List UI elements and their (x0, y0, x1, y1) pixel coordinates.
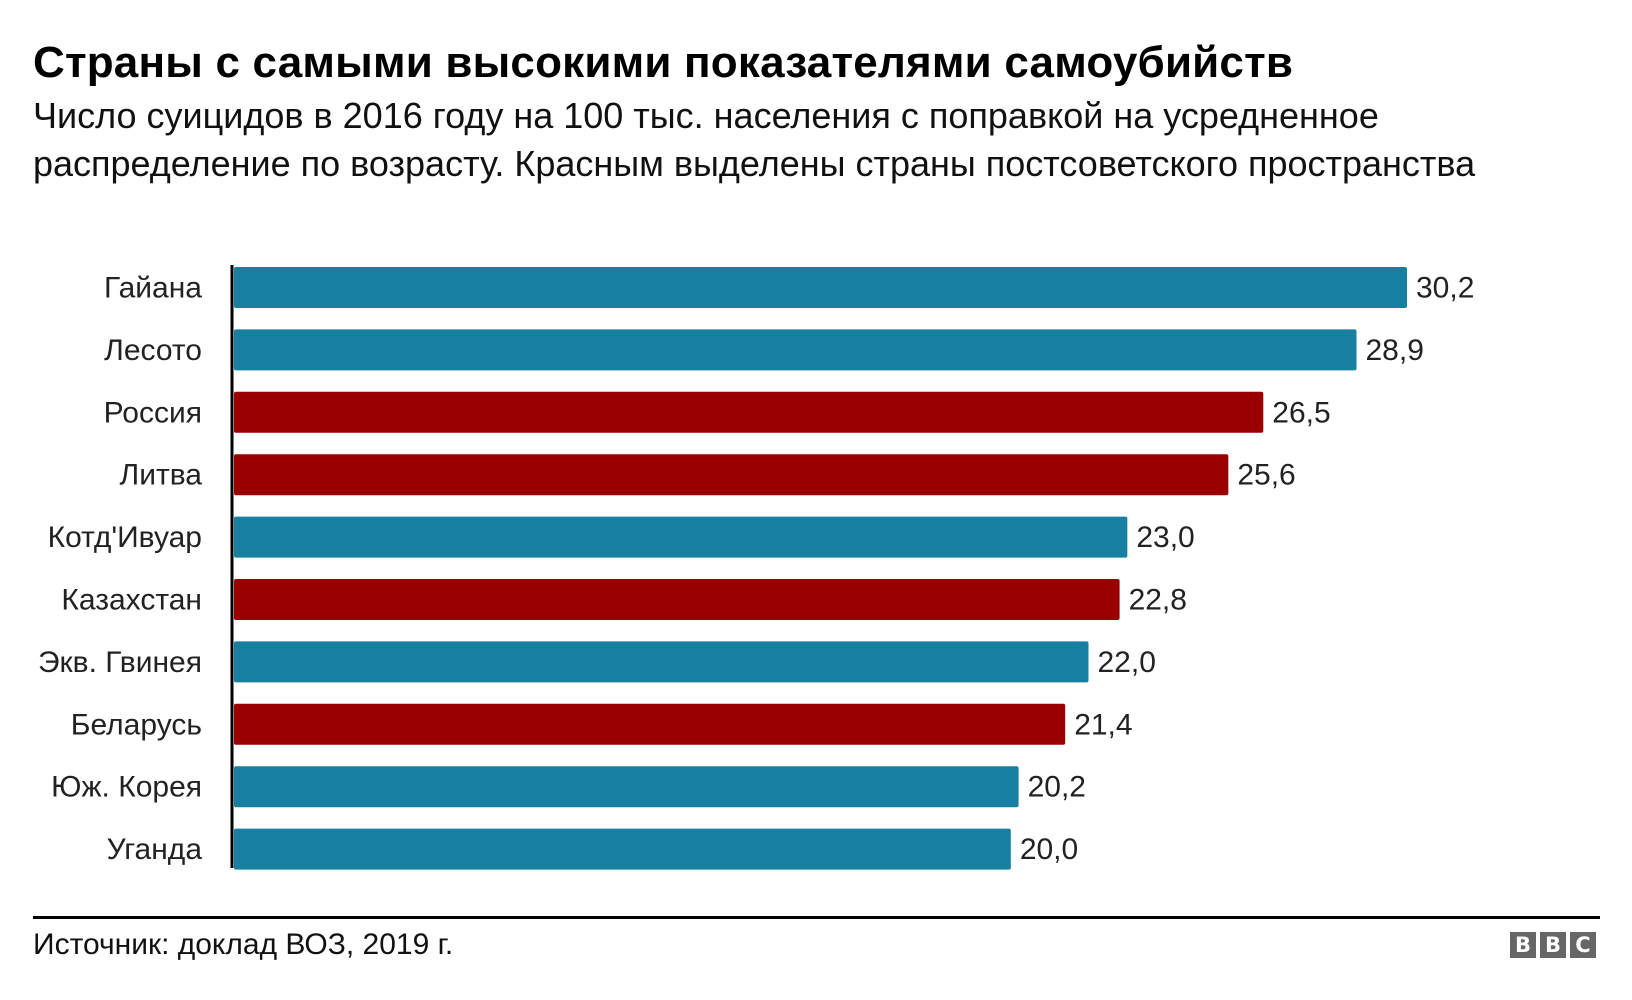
bbc-logo-letter: C (1570, 932, 1596, 958)
category-label: Юж. Корея (51, 771, 202, 804)
bar-post-soviet (234, 391, 1264, 433)
bbc-logo-letter: B (1510, 932, 1536, 958)
bbc-logo-letter: B (1540, 932, 1566, 958)
value-label: 26,5 (1272, 396, 1330, 429)
chart-title: Страны с самыми высокими показателями са… (33, 38, 1294, 87)
bar-post-soviet (234, 703, 1066, 745)
value-label: 22,8 (1129, 584, 1187, 617)
value-label: 22,0 (1098, 646, 1156, 679)
category-label: Уганда (107, 833, 203, 866)
bar-other (234, 641, 1089, 683)
category-label: Лесото (104, 334, 202, 367)
bar-other (234, 267, 1407, 308)
value-label: 30,2 (1416, 272, 1474, 305)
bar-other (234, 329, 1357, 371)
value-label: 25,6 (1237, 459, 1295, 492)
bar-other (234, 766, 1019, 808)
bar-post-soviet (234, 454, 1229, 496)
value-label: 28,9 (1366, 334, 1424, 367)
category-label: Казахстан (61, 584, 202, 617)
category-label: Россия (104, 396, 202, 429)
category-label: Беларусь (71, 708, 202, 741)
bar-post-soviet (234, 579, 1120, 620)
value-label: 20,2 (1028, 771, 1086, 804)
value-label: 21,4 (1074, 708, 1132, 741)
bar-other (234, 516, 1128, 558)
category-label: Котд'Ивуар (48, 521, 202, 554)
value-label: 23,0 (1136, 521, 1194, 554)
category-label: Гайана (104, 272, 202, 305)
footer-divider (33, 916, 1600, 919)
bbc-logo: B B C (1510, 932, 1596, 958)
chart-subtitle: Число суицидов в 2016 году на 100 тыс. н… (33, 95, 1476, 184)
category-label: Литва (120, 459, 203, 492)
source-note: Источник: доклад ВОЗ, 2019 г. (33, 928, 454, 961)
bar-other (234, 828, 1011, 870)
value-label: 20,0 (1020, 833, 1078, 866)
category-label: Экв. Гвинея (38, 646, 202, 679)
bar-chart: Гайана 30,2 Лесото 28,9 Россия 26,5 Литва 25,6 К… (38, 265, 1474, 870)
